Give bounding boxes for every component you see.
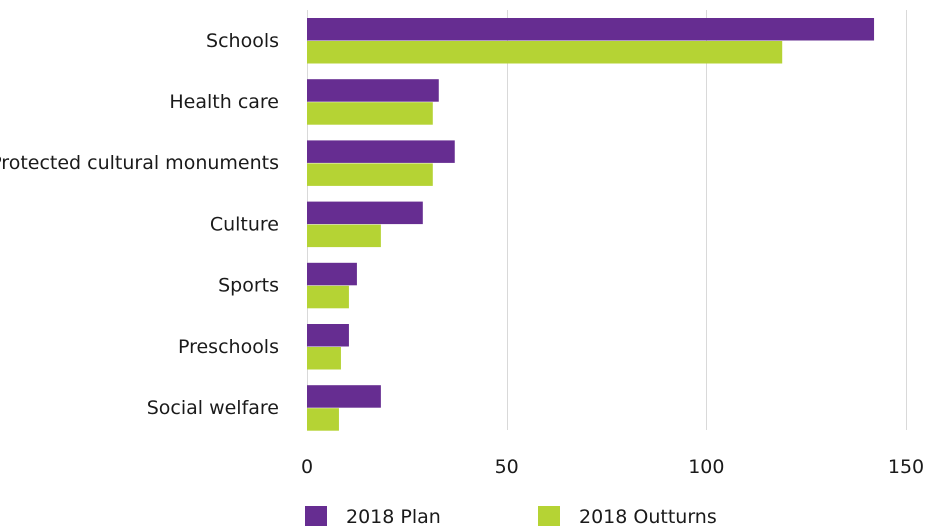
category-labels: Schools Health care Protected cultural mon… [0, 30, 279, 419]
bar-schools-outturns [307, 41, 783, 64]
category-label: Protected cultural monuments [0, 152, 279, 174]
bar-health-care-outturns [307, 102, 433, 125]
x-tick-label: 50 [495, 456, 519, 478]
bars [307, 18, 875, 431]
legend-swatch-plan [305, 506, 327, 526]
bar-culture-outturns [307, 224, 381, 248]
x-tick-label: 100 [688, 456, 724, 478]
bar-schools-plan [307, 18, 875, 41]
x-axis-ticks: 0 50 100 150 [301, 456, 924, 478]
bar-health-care-plan [307, 79, 439, 102]
bar-sports-outturns [307, 285, 349, 309]
x-tick-label: 150 [888, 456, 924, 478]
bar-social-welfare-plan [307, 385, 381, 408]
bar-social-welfare-outturns [307, 408, 339, 431]
category-label: Culture [210, 213, 279, 235]
bar-protected-cultural-monuments-plan [307, 140, 455, 163]
bar-preschools-outturns [307, 347, 341, 370]
bar-sports-plan [307, 262, 357, 286]
category-label: Schools [206, 30, 279, 52]
legend-label-plan: 2018 Plan [346, 506, 441, 526]
x-tick-label: 0 [301, 456, 313, 478]
legend-label-outturns: 2018 Outturns [579, 506, 717, 526]
legend: 2018 Plan 2018 Outturns [305, 506, 717, 526]
category-label: Social welfare [147, 397, 279, 419]
category-label: Health care [169, 91, 279, 113]
category-label: Preschools [178, 336, 279, 358]
category-label: Sports [218, 275, 279, 297]
bar-preschools-plan [307, 324, 349, 347]
legend-swatch-outturns [538, 506, 560, 526]
bar-protected-cultural-monuments-outturns [307, 163, 433, 186]
bar-culture-plan [307, 201, 423, 225]
